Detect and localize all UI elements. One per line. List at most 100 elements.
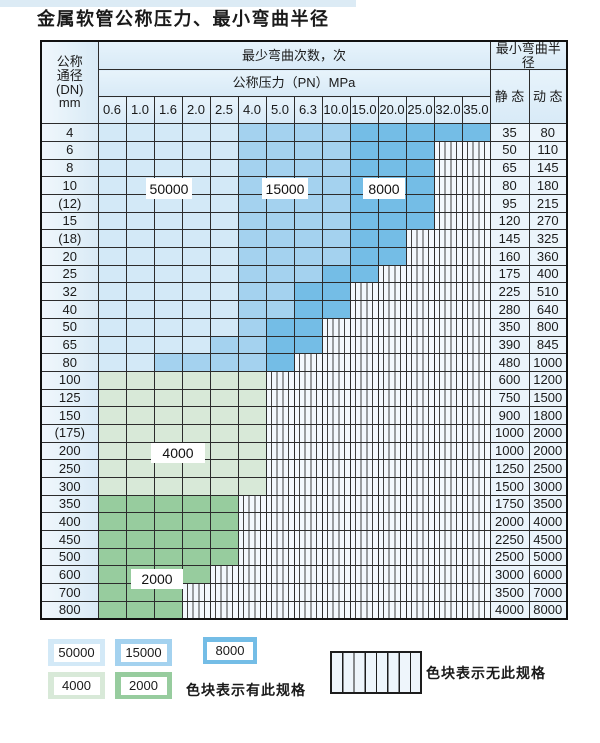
spec-cell — [405, 176, 435, 196]
dn-cell: 250 — [40, 459, 99, 479]
dn-header-line: 通径 — [56, 68, 83, 83]
no-spec-cell — [461, 459, 491, 479]
no-spec-cell — [293, 565, 323, 585]
no-spec-cell — [405, 512, 435, 532]
spec-cell — [97, 123, 127, 142]
spec-cell — [125, 353, 155, 372]
spec-cell — [237, 229, 267, 249]
spec-cell — [97, 158, 127, 178]
dn-cell: 25 — [40, 264, 99, 284]
static-radius-cell: 390 — [489, 335, 530, 355]
dn-cell: 100 — [40, 370, 99, 390]
static-radius-cell: 145 — [489, 229, 530, 249]
dynamic-radius-cell: 325 — [528, 229, 568, 249]
table-row: 100 600 1200 — [40, 370, 568, 390]
no-spec-cell — [461, 406, 491, 425]
no-spec-cell — [237, 530, 267, 549]
no-spec-cell — [433, 229, 463, 249]
spec-cell — [125, 388, 155, 408]
spec-cell — [321, 211, 351, 231]
no-spec-cell — [321, 459, 351, 479]
no-spec-cell — [265, 441, 295, 461]
no-spec-cell — [321, 547, 351, 567]
dn-header-cell: 公称 通径 (DN) mm — [40, 40, 99, 125]
no-spec-cell — [321, 512, 351, 532]
spec-cell — [125, 547, 155, 567]
no-spec-cell — [209, 583, 239, 602]
table-row: 800 4000 8000 — [40, 600, 568, 620]
spec-cell — [97, 264, 127, 284]
spec-cell — [405, 140, 435, 160]
no-spec-cell — [461, 211, 491, 231]
spec-cell — [209, 211, 239, 231]
spec-cell — [125, 317, 155, 337]
spec-cell — [293, 317, 323, 337]
no-spec-cell — [349, 423, 379, 443]
no-spec-cell — [377, 547, 407, 567]
no-spec-cell — [405, 600, 435, 620]
spec-cell — [433, 123, 463, 142]
spec-cell — [153, 512, 183, 532]
spec-cell — [153, 282, 183, 302]
no-spec-cell — [433, 423, 463, 443]
spec-cell — [377, 140, 407, 160]
spec-cell — [125, 459, 155, 479]
pressure-column-header: 4.0 — [237, 96, 267, 125]
cycles-label-2000: 2000 — [131, 569, 183, 589]
no-spec-cell — [461, 547, 491, 567]
dn-cell: 450 — [40, 530, 99, 549]
no-spec-cell — [237, 583, 267, 602]
no-spec-cell — [433, 194, 463, 213]
spec-cell — [97, 406, 127, 425]
no-spec-cell — [433, 512, 463, 532]
spec-cell — [125, 229, 155, 249]
spec-cell — [209, 459, 239, 479]
dynamic-radius-cell: 2000 — [528, 441, 568, 461]
spec-cell — [181, 211, 211, 231]
no-spec-cell — [181, 583, 211, 602]
no-spec-cell — [181, 600, 211, 620]
spec-cell — [125, 406, 155, 425]
no-spec-cell — [265, 477, 295, 496]
spec-cell — [349, 264, 379, 284]
no-spec-cell — [377, 282, 407, 302]
no-spec-cell — [433, 317, 463, 337]
no-spec-cell — [377, 477, 407, 496]
table-row: 450 2250 4500 — [40, 530, 568, 549]
spec-cell — [209, 423, 239, 443]
no-spec-cell — [461, 530, 491, 549]
no-spec-cell — [405, 547, 435, 567]
spec-cell — [125, 600, 155, 620]
no-spec-cell — [321, 494, 351, 514]
spec-cell — [181, 547, 211, 567]
spec-cell — [237, 353, 267, 372]
dn-cell: 8 — [40, 158, 99, 178]
no-spec-cell — [237, 512, 267, 532]
dynamic-radius-cell: 110 — [528, 140, 568, 160]
static-radius-cell: 480 — [489, 353, 530, 372]
no-spec-cell — [405, 494, 435, 514]
pressure-column-header: 35.0 — [461, 96, 491, 125]
legend-swatch-label: 4000 — [53, 676, 100, 695]
no-spec-cell — [433, 282, 463, 302]
no-spec-cell — [377, 353, 407, 372]
spec-cell — [209, 247, 239, 266]
legend-swatch-label: 50000 — [53, 643, 100, 662]
no-spec-cell — [321, 600, 351, 620]
spec-cell — [209, 512, 239, 532]
no-spec-cell — [377, 512, 407, 532]
no-spec-cell — [349, 335, 379, 355]
spec-cell — [181, 565, 211, 585]
spec-cell — [97, 211, 127, 231]
spec-cell — [321, 123, 351, 142]
no-spec-cell — [433, 335, 463, 355]
header-row-3: 0.6 1.0 1.6 2.0 2.5 4.0 5.0 6.3 10.0 15.0 20.0 25.0… — [41, 96, 567, 125]
no-spec-cell — [265, 406, 295, 425]
spec-cell — [97, 547, 127, 567]
dn-cell: 32 — [40, 282, 99, 302]
static-radius-cell: 280 — [489, 300, 530, 319]
static-radius-cell: 120 — [489, 211, 530, 231]
spec-cell — [153, 335, 183, 355]
no-spec-cell — [461, 176, 491, 196]
spec-cell — [237, 158, 267, 178]
